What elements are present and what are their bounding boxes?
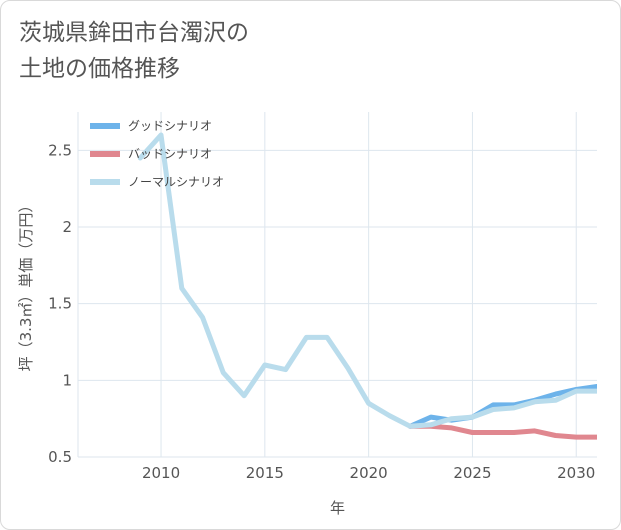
y-tick-label: 0.5 bbox=[48, 448, 72, 466]
x-tick-label: 2010 bbox=[142, 464, 180, 482]
x-tick-label: 2015 bbox=[246, 464, 284, 482]
legend-label: バッドシナリオ bbox=[128, 147, 212, 161]
y-tick-label: 1 bbox=[62, 371, 72, 389]
y-tick-labels: 0.5 1 1.5 2 2.5 bbox=[48, 141, 72, 466]
series-lines bbox=[137, 132, 597, 440]
legend-label: グッドシナリオ bbox=[128, 119, 212, 133]
chart-title: 茨城県鉾田市台濁沢の 土地の価格推移 bbox=[19, 15, 249, 87]
legend-label: ノーマルシナリオ bbox=[128, 175, 224, 189]
x-tick-labels: 2010 2015 2020 2025 2030 bbox=[142, 464, 595, 482]
chart-title-line-1: 茨城県鉾田市台濁沢の bbox=[19, 20, 249, 46]
x-tick-label: 2020 bbox=[350, 464, 388, 482]
y-axis-title: 坪（3.3㎡）単価（万円） bbox=[17, 198, 35, 372]
x-tick-label: 2030 bbox=[557, 464, 595, 482]
chart-title-line-2: 土地の価格推移 bbox=[19, 56, 180, 82]
x-tick-label: 2025 bbox=[453, 464, 491, 482]
y-tick-label: 2.5 bbox=[48, 141, 72, 159]
series-line-0 bbox=[407, 384, 597, 429]
series-line-2 bbox=[137, 132, 597, 429]
grid-lines bbox=[77, 112, 597, 458]
y-tick-label: 1.5 bbox=[48, 295, 72, 313]
series-line-1 bbox=[407, 423, 597, 440]
y-tick-label: 2 bbox=[62, 218, 72, 236]
x-axis-title: 年 bbox=[330, 499, 345, 517]
